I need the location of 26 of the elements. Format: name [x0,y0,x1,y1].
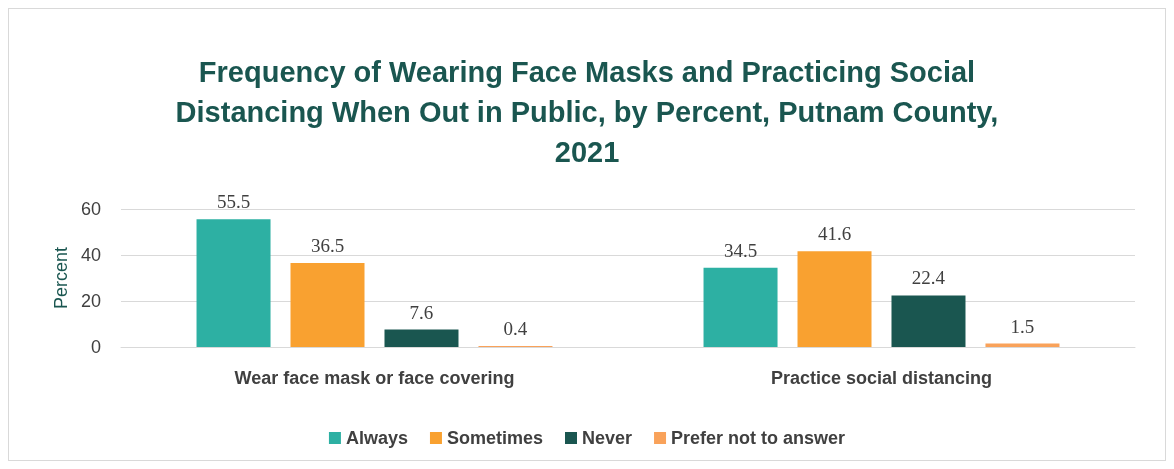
data-label: 41.6 [817,223,852,245]
bar [290,263,365,347]
x-tick-label: Practice social distancing [770,368,993,388]
bar [703,267,778,347]
bar [891,295,966,347]
data-label: 34.5 [723,239,758,261]
bar [797,251,872,347]
data-label: 55.5 [216,191,251,213]
y-tick-label: 0 [90,337,101,357]
bar [196,219,271,347]
data-label: 7.6 [409,301,434,323]
y-tick-label: 40 [80,245,101,265]
x-tick-label: Wear face mask or face covering [234,368,515,388]
legend-label: Never [582,428,633,448]
data-label: 0.4 [503,318,528,340]
y-axis-title: Percent [51,246,72,310]
data-label: 36.5 [310,235,345,257]
legend-label: Prefer not to answer [671,428,846,448]
legend-label: Sometimes [446,428,544,448]
legend-label: Always [345,428,408,448]
chart-title: Frequency of Wearing Face Masks and Practicing Social Distancing When Out in Public, by Percent, Putnam County, 2021 [175,56,999,168]
bar [384,329,459,347]
y-tick-label: 20 [80,291,101,311]
data-label: 22.4 [911,267,946,289]
y-tick-label: 60 [80,199,101,219]
data-label: 1.5 [1010,315,1035,337]
